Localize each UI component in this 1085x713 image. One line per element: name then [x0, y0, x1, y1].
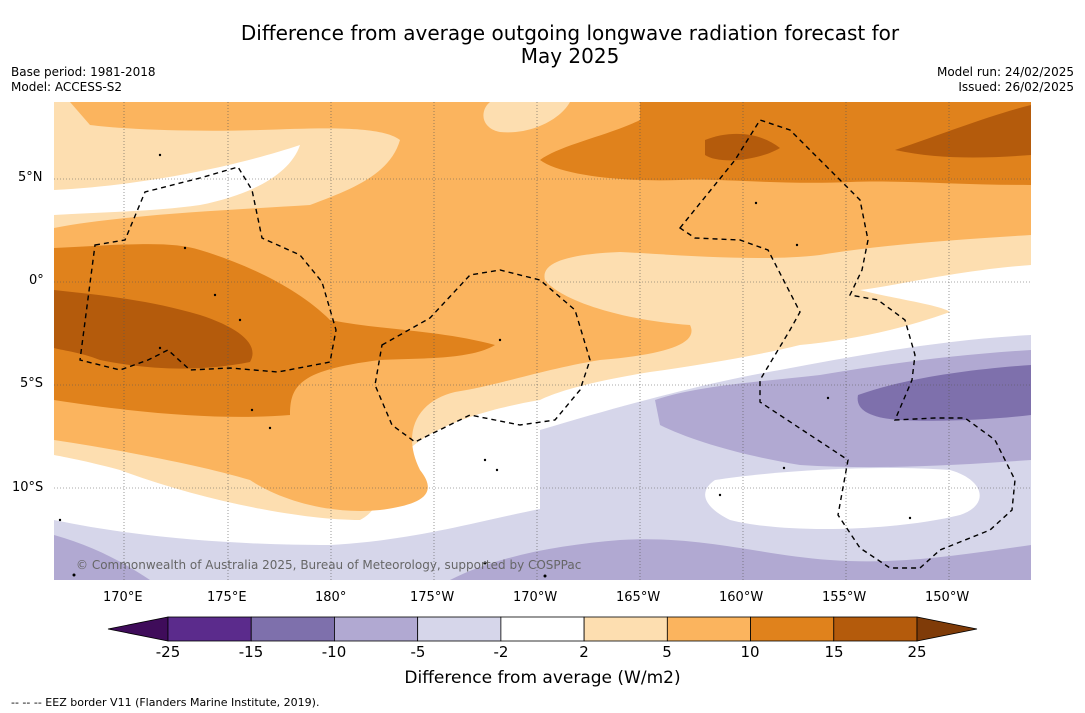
anomaly-region-5-to-10 — [54, 102, 1031, 511]
colorbar-label: Difference from average (W/m2) — [404, 668, 681, 688]
colorbar-segment — [666, 616, 751, 642]
colorbar-segment — [833, 616, 918, 642]
eez-borders — [79, 119, 1016, 569]
colorbar — [107, 616, 978, 642]
lat-label-5s: 5°S — [20, 376, 44, 391]
colorbar-tick-2: -10 — [321, 643, 347, 661]
colorbar-segment — [750, 616, 835, 642]
issued-text: Issued: 26/02/2025 — [958, 80, 1074, 94]
eez-border-legend: -- -- -- EEZ border V11 (Flanders Marine… — [11, 696, 320, 709]
colorbar-arrow-low — [107, 616, 169, 642]
anomaly-region-15-to-25-equator — [54, 290, 253, 369]
anomaly-region-10-to-15-north — [540, 102, 1031, 185]
lat-label-0: 0° — [29, 273, 44, 288]
copyright-text: © Commonwealth of Australia 2025, Bureau… — [76, 558, 582, 572]
lat-label-10s: 10°S — [12, 480, 44, 495]
anomaly-region-10-to-15-equator — [54, 244, 495, 417]
base-period-text: Base period: 1981-2018 — [11, 65, 156, 79]
anomaly-region-neutral-north-west — [54, 145, 300, 215]
colorbar-tick-3: -5 — [410, 643, 426, 661]
lat-label-5n: 5°N — [18, 170, 43, 185]
anomaly-region-neutral-south — [705, 468, 980, 530]
lon-label-170w: 170°W — [513, 590, 558, 605]
colorbar-tick-0: -25 — [155, 643, 181, 661]
island-markers — [58, 153, 912, 578]
colorbar-tick-1: -15 — [238, 643, 264, 661]
lon-label-160w: 160°W — [719, 590, 764, 605]
colorbar-segment — [334, 616, 419, 642]
map-title-line-1: Difference from average outgoing longwav… — [240, 21, 900, 45]
colorbar-segment — [167, 616, 252, 642]
lon-label-175w: 175°W — [410, 590, 455, 605]
anomaly-region-2-to-5-island — [483, 102, 570, 133]
colorbar-segment — [417, 616, 502, 642]
lon-label-155w: 155°W — [822, 590, 867, 605]
lon-label-170e: 170°E — [103, 590, 143, 605]
colorbar-tick-4: -2 — [493, 643, 509, 661]
map-plot-area — [54, 102, 1031, 580]
lon-label-180: 180° — [315, 590, 347, 605]
lon-label-150w: 150°W — [925, 590, 970, 605]
anomaly-region-minus-10-to-minus-5-sw — [54, 535, 150, 580]
colorbar-tick-8: 15 — [824, 643, 844, 661]
colorbar-tick-7: 10 — [740, 643, 760, 661]
colorbar-tick-5: 2 — [579, 643, 589, 661]
model-run-text: Model run: 24/02/2025 — [936, 65, 1074, 79]
anomaly-region-15-to-25-north-east — [895, 105, 1031, 158]
graticule — [54, 102, 1031, 580]
colorbar-segment — [583, 616, 668, 642]
colorbar-tick-9: 25 — [907, 643, 927, 661]
colorbar-segment — [500, 616, 585, 642]
lon-label-175e: 175°E — [207, 590, 247, 605]
colorbar-arrow-high — [916, 616, 978, 642]
colorbar-tick-6: 5 — [662, 643, 672, 661]
map-title-line-2: May 2025 — [520, 44, 620, 68]
colorbar-segment — [250, 616, 335, 642]
anomaly-region-minus-10-to-minus-5-south — [450, 539, 1031, 580]
model-text: Model: ACCESS-S2 — [11, 80, 123, 94]
lon-label-165w: 165°W — [616, 590, 661, 605]
